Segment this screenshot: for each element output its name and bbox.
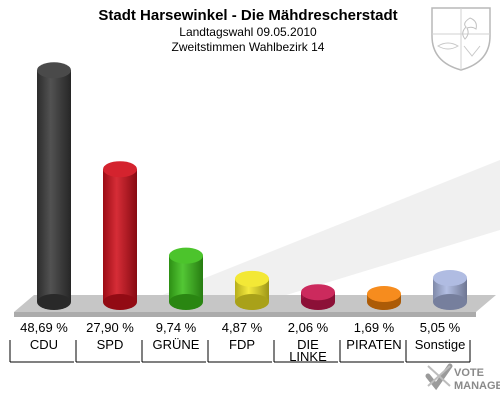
category-label-die-linke-1: DIE [297,337,319,352]
bar-top-gruene [169,247,203,264]
value-label-spd: 27,90 % [86,320,134,335]
bar-sonstige [433,269,467,310]
bar-base-gruene [169,294,203,310]
value-label-gruene: 9,74 % [156,320,197,335]
category-label-piraten: PIRATEN [346,337,401,352]
category-label-cdu: CDU [30,337,58,352]
value-label-fdp: 4,87 % [222,320,263,335]
coat-of-arms-icon [431,7,491,71]
value-label-cdu: 48,69 % [20,320,68,335]
background-shadow-band [150,160,500,300]
bar-piraten [367,285,401,310]
bar-top-cdu [37,62,71,79]
bar-base-cdu [37,294,71,310]
bar-base-sonstige [433,294,467,310]
watermark-vote: VOTE [454,367,484,379]
chart-subtitle-district: Zweitstimmen Wahlbezirk 14 [172,40,325,54]
checkmark-icon [425,363,453,391]
bar-top-piraten [367,285,401,302]
category-label-gruene: GRÜNE [153,337,200,352]
bar-spd [103,161,137,310]
chart-title: Stadt Harsewinkel - Die Mähdrescherstadt [98,7,397,24]
category-label-fdp: FDP [229,337,255,352]
bar-top-die-linke [301,284,335,301]
chart-subtitle-date: Landtagswahl 09.05.2010 [179,25,317,39]
bar-top-sonstige [433,269,467,286]
bar-body-cdu [37,70,71,303]
value-labels-group: 48,69 % 27,90 % 9,74 % 4,87 % 2,06 % 1,69 % 5,… [20,320,461,335]
value-label-sonstige: 5,05 % [420,320,461,335]
watermark-manager: MANAGER [454,380,500,392]
bar-top-fdp [235,270,269,287]
category-label-spd: SPD [97,337,124,352]
value-label-die-linke: 2,06 % [288,320,329,335]
bar-base-fdp [235,294,269,310]
value-label-piraten: 1,69 % [354,320,395,335]
category-label-die-linke-2: LINKE [289,349,327,364]
bar-gruene [169,247,203,310]
bar-die-linke [301,284,335,310]
chart-floor-front [14,312,476,317]
vote-manager-watermark: VOTE MANAGER [425,363,500,392]
bar-top-spd [103,161,137,178]
category-label-sonstige: Sonstige [415,337,466,352]
bar-body-spd [103,169,137,302]
bar-base-spd [103,294,137,310]
bars-group [37,62,467,310]
category-separators [9,340,471,363]
bar-fdp [235,270,269,310]
bar-cdu [37,62,71,310]
